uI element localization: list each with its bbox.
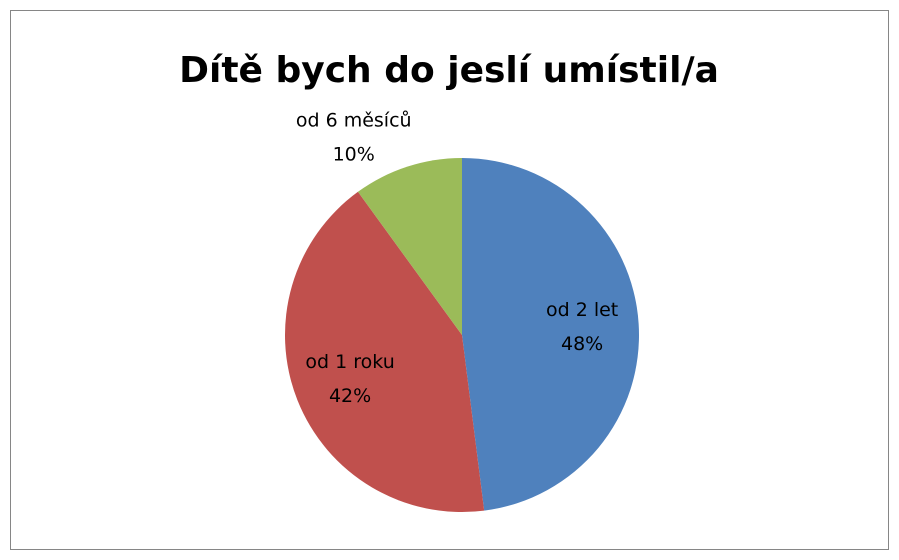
slice-value-label: 42% <box>329 385 371 407</box>
pie-slice <box>462 157 640 511</box>
chart-title: Dítě bych do jeslí umístil/a <box>179 50 719 91</box>
slice-value-label: 10% <box>333 144 375 166</box>
slice-value-label: 48% <box>561 333 603 355</box>
pie-slice <box>357 158 462 335</box>
slice-label: od 6 měsíců <box>296 110 412 132</box>
pie-slice <box>284 191 485 512</box>
slice-label: od 1 roku <box>305 351 394 373</box>
slice-label: od 2 let <box>546 299 618 321</box>
